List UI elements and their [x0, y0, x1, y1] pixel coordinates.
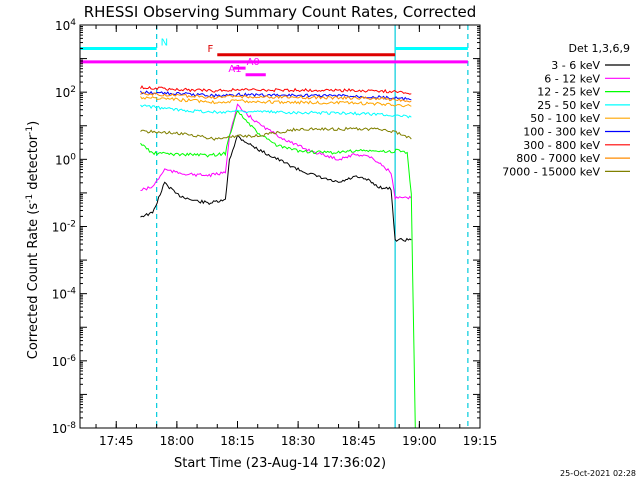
series-line-7 — [140, 91, 412, 103]
x-tick-label: 18:45 — [341, 434, 376, 448]
x-tick-label: 18:15 — [220, 434, 255, 448]
y-label-sup1: -1 — [25, 194, 35, 203]
legend-label: 3 - 6 keV — [551, 59, 600, 72]
x-tick-label: 19:00 — [402, 434, 437, 448]
series-lines — [140, 85, 416, 429]
series-line-2 — [140, 109, 416, 429]
series-line-0 — [140, 134, 412, 242]
series-line-6 — [140, 85, 412, 95]
annotation-bars: N F A0 A1 — [80, 37, 468, 77]
y-label-part3: ) — [26, 121, 41, 126]
annotation-label-0: N — [161, 37, 168, 48]
annotation-label-1: F — [208, 44, 214, 55]
x-tick-label: 17:45 — [99, 434, 134, 448]
plot-area — [80, 25, 480, 428]
annotation-label-4: A1 — [228, 64, 241, 75]
legend-label: 50 - 100 keV — [530, 112, 600, 125]
legend-label: 7000 - 15000 keV — [502, 165, 600, 178]
y-axis-label: Corrected Count Rate (s-1 detector-1) — [25, 121, 41, 359]
legend-title: Det 1,3,6,9 — [568, 42, 630, 55]
vertical-markers — [156, 25, 469, 428]
axes: 17:45 18:00 18:15 18:30 18:45 19:00 19:15 104 10… — [52, 18, 498, 448]
y-tick-label: 102 — [55, 85, 76, 100]
legend-label: 100 - 300 keV — [523, 126, 600, 139]
y-tick-label: 10-8 — [52, 421, 77, 436]
annotation-label-3: A0 — [247, 57, 260, 68]
legend-label: 12 - 25 keV — [537, 86, 600, 99]
y-tick-label: 10-6 — [52, 354, 77, 369]
legend-label: 300 - 800 keV — [523, 139, 600, 152]
x-axis-label: Start Time (23-Aug-14 17:36:02) — [174, 456, 386, 471]
y-label-sup2: -1 — [25, 126, 35, 135]
plot-background — [80, 25, 480, 428]
legend-label: 800 - 7000 keV — [516, 152, 600, 165]
series-line-3 — [140, 104, 412, 119]
x-tick-label: 18:00 — [160, 434, 195, 448]
series-line-8 — [140, 126, 412, 141]
y-tick-label: 10-2 — [52, 220, 76, 235]
series-line-4 — [140, 96, 412, 108]
chart-title: RHESSI Observing Summary Count Rates, Co… — [84, 3, 477, 21]
legend-label: 25 - 50 keV — [537, 99, 600, 112]
legend-label: 6 - 12 keV — [544, 72, 600, 85]
x-tick-label: 19:15 — [463, 434, 498, 448]
y-label-part2: detector — [26, 134, 41, 194]
footer-timestamp: 25-Oct-2021 02:28 — [560, 469, 636, 478]
y-tick-label: 10-4 — [52, 287, 77, 302]
x-tick-label: 18:30 — [281, 434, 316, 448]
y-label-part1: Corrected Count Rate (s — [26, 203, 41, 360]
y-tick-label: 100 — [55, 152, 76, 167]
y-tick-label: 104 — [55, 18, 76, 33]
